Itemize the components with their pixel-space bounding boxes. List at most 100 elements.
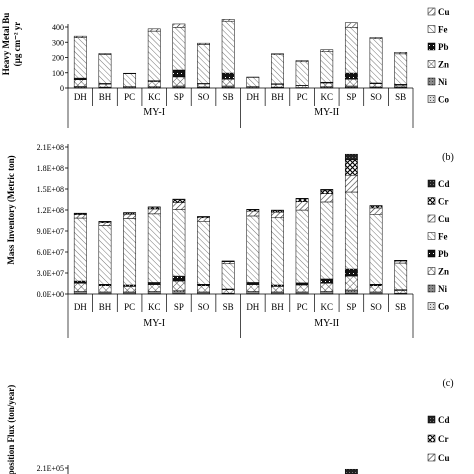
x-category-label: SP bbox=[346, 92, 356, 102]
x-category-label: SO bbox=[198, 302, 210, 312]
y-axis-title: position Flux (ton/year) bbox=[6, 385, 16, 474]
bar-segment-zn bbox=[221, 78, 235, 87]
bar-segment-fe bbox=[246, 215, 260, 283]
y-tick-label: 9.0E+07 bbox=[37, 227, 64, 236]
y-tick-label: 2.1E+08 bbox=[37, 143, 64, 152]
bar-segment-cu bbox=[123, 214, 137, 219]
bar-segment-fe bbox=[98, 54, 112, 84]
x-category-label: DH bbox=[74, 302, 87, 312]
bar-segment-cu bbox=[344, 22, 358, 28]
bar-segment-fe bbox=[320, 201, 334, 280]
bar-segment-fe bbox=[295, 209, 309, 284]
legend-swatch-cd bbox=[427, 179, 436, 188]
bar-segment-zn bbox=[271, 286, 284, 293]
bar-segment-pb bbox=[246, 282, 260, 285]
bar-segment-fe bbox=[147, 213, 161, 283]
x-category-label: KC bbox=[148, 302, 161, 312]
x-group-label: MY-II bbox=[314, 318, 339, 329]
bar-segment-ni bbox=[369, 291, 383, 294]
x-category-label: BH bbox=[271, 302, 284, 312]
x-category-label: BH bbox=[99, 302, 112, 312]
bar-segment-pb bbox=[221, 72, 235, 80]
legend-label-cd: Cd bbox=[438, 415, 450, 425]
bar-segment-fe bbox=[369, 214, 383, 285]
bar-segment-fe bbox=[73, 217, 87, 282]
x-category-label: SB bbox=[395, 92, 406, 102]
bar-segment-cu bbox=[344, 174, 358, 193]
y-tick-label: 3.0E+07 bbox=[37, 269, 64, 278]
bar-segment-zn bbox=[344, 275, 358, 291]
bar-segment-zn bbox=[394, 84, 408, 88]
bar-segment-fe bbox=[295, 61, 309, 86]
legend-label-co: Co bbox=[438, 302, 449, 312]
y-tick-label: 200 bbox=[52, 54, 64, 63]
bar-segment-fe bbox=[197, 44, 210, 84]
bar-segment-zn bbox=[369, 83, 383, 88]
bar-segment-ni bbox=[172, 290, 186, 294]
bar-segment-cu bbox=[172, 23, 186, 28]
legend-label-cr: Cr bbox=[438, 197, 449, 207]
bar-segment-fe bbox=[73, 37, 87, 79]
bar-segment-cu bbox=[73, 35, 87, 38]
bar-segment-pb bbox=[320, 278, 334, 284]
bar-segment-cr bbox=[344, 159, 358, 176]
bar-segment-fe bbox=[394, 262, 408, 290]
bar-segment-cu bbox=[320, 193, 334, 203]
bar-segment-pb bbox=[344, 268, 358, 277]
bar-segment-fe bbox=[369, 38, 383, 84]
bar-segment-fe bbox=[147, 30, 161, 81]
y-tick-label: 400 bbox=[52, 23, 64, 32]
bar-segment-cd bbox=[295, 198, 309, 200]
bar-segment-cu bbox=[246, 210, 260, 217]
bar-segment-zn bbox=[221, 289, 235, 294]
legend-swatch-fe bbox=[427, 25, 436, 33]
legend-label-pb: Pb bbox=[438, 249, 449, 259]
bar-segment-cr bbox=[172, 199, 186, 203]
legend-swatch-cu bbox=[427, 453, 436, 462]
legend-label-fe: Fe bbox=[438, 25, 448, 35]
legend-swatch-ni bbox=[427, 77, 436, 86]
bar-segment-cu bbox=[197, 42, 210, 45]
bar-segment-cu bbox=[320, 49, 334, 52]
bar-segment-ni bbox=[123, 291, 137, 294]
bar-segment-cd bbox=[344, 468, 358, 474]
y-tick-label: 1.8E+08 bbox=[37, 164, 64, 173]
bar-segment-cu bbox=[221, 261, 235, 265]
bar-segment-zn bbox=[73, 79, 87, 87]
legend-swatch-cu bbox=[427, 7, 436, 16]
bar-segment-cd bbox=[320, 189, 334, 191]
x-category-label: KC bbox=[320, 302, 333, 312]
bar-segment-cu bbox=[221, 19, 235, 22]
bar-segment-ni bbox=[320, 291, 334, 294]
bar-segment-ni bbox=[147, 291, 161, 294]
bar-segment-pb bbox=[147, 282, 161, 285]
bar-segment-cu bbox=[369, 207, 383, 215]
bar-segment-cu bbox=[98, 222, 112, 226]
bar-segment-cu bbox=[295, 201, 309, 211]
legend-swatch-cd bbox=[427, 415, 436, 424]
x-group-label: MY-I bbox=[143, 318, 165, 329]
bar-segment-zn bbox=[295, 284, 309, 293]
y-tick-label: 2.1E+05 bbox=[37, 464, 64, 473]
legend-label-cu: Cu bbox=[438, 453, 450, 463]
y-axis-title: Mass Inventory (Metric ton) bbox=[6, 155, 16, 264]
bar-segment-zn bbox=[98, 285, 112, 293]
x-category-label: KC bbox=[148, 92, 161, 102]
y-axis-title: (µg cm⁻² yr bbox=[12, 22, 22, 67]
bar-segment-cr bbox=[271, 210, 284, 213]
y-tick-label: 1.5E+08 bbox=[37, 185, 64, 194]
bar-segment-ni bbox=[344, 289, 358, 294]
panel-label: (c) bbox=[442, 378, 453, 389]
y-tick-label: 6.0E+07 bbox=[37, 248, 64, 257]
x-category-label: SP bbox=[174, 92, 184, 102]
legend-swatch-cr bbox=[427, 197, 436, 205]
x-category-label: SP bbox=[174, 302, 184, 312]
x-group-label: MY-I bbox=[143, 107, 165, 118]
bar-segment-cd bbox=[344, 153, 358, 161]
bar-segment-zn bbox=[197, 285, 210, 293]
x-category-label: PC bbox=[297, 302, 308, 312]
y-tick-label: 1.2E+08 bbox=[37, 206, 64, 215]
legend-swatch-zn bbox=[427, 60, 436, 68]
x-group-label: MY-II bbox=[314, 107, 339, 118]
